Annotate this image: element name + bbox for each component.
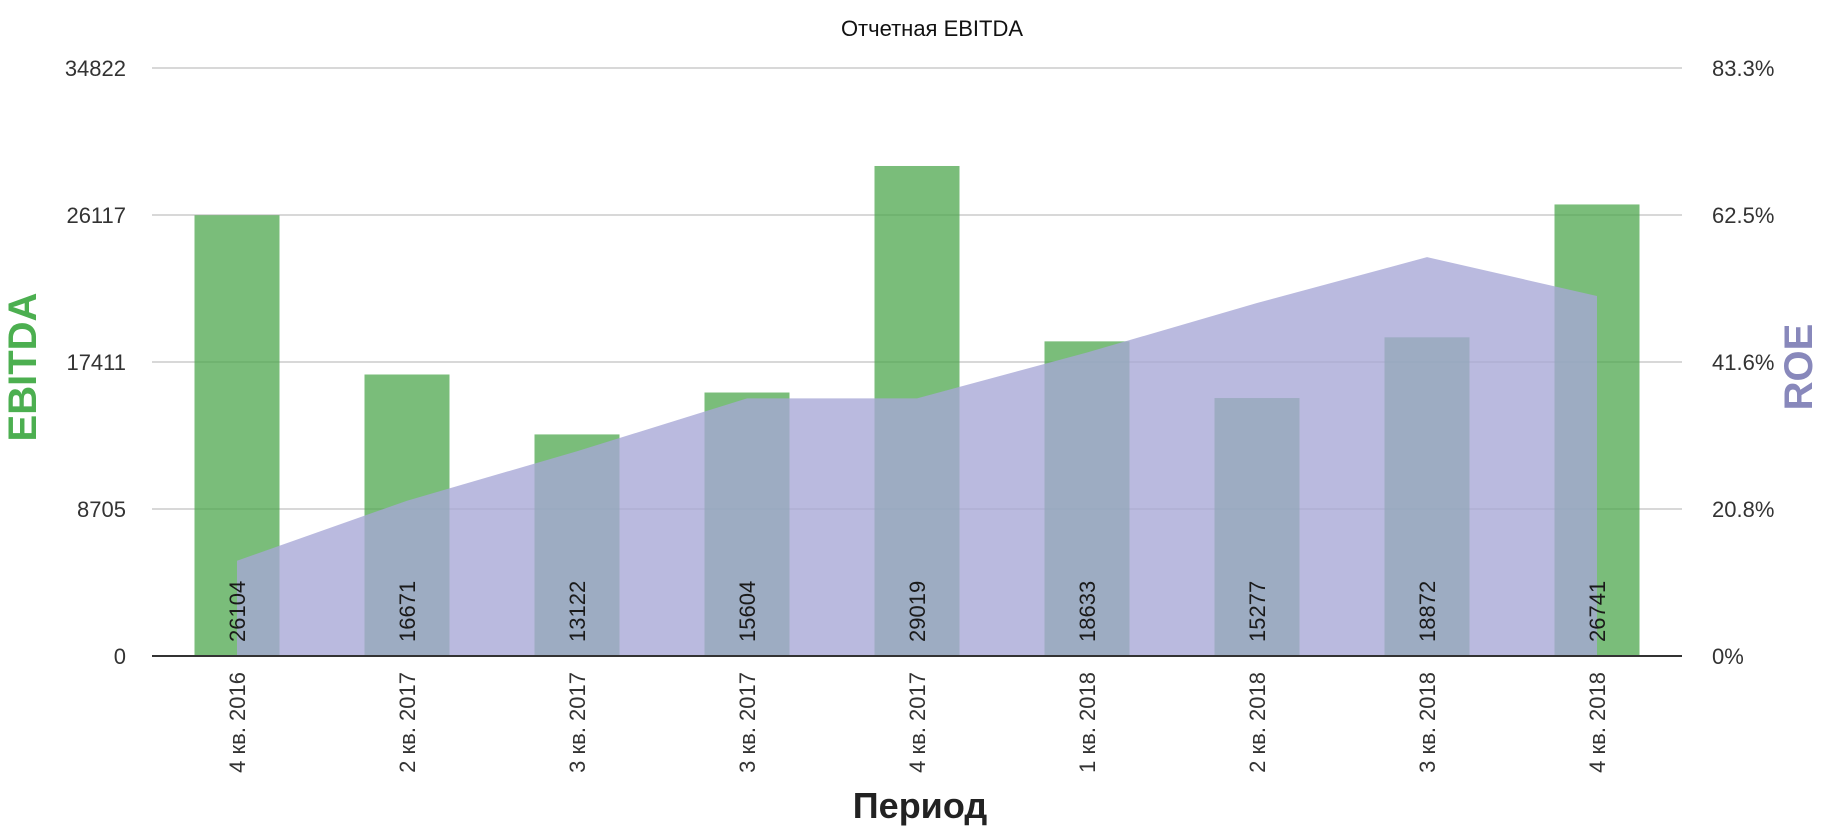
- data-label: 15604: [735, 581, 760, 642]
- data-label: 26741: [1585, 581, 1610, 642]
- tick-labels: 0 0% 8705 20.8% 17411 41.6% 26117 62.5% 34822 83.…: [65, 56, 1775, 773]
- y-tick-label-left: 26117: [66, 203, 126, 228]
- data-label: 16671: [395, 581, 420, 642]
- data-label: 15277: [1245, 581, 1270, 642]
- x-tick-label: 3 кв. 2018: [1415, 672, 1440, 773]
- x-tick-label: 4 кв. 2017: [905, 672, 930, 773]
- data-label: 26104: [225, 581, 250, 642]
- x-tick-label: 2 кв. 2018: [1245, 672, 1270, 773]
- y-tick-label-right: 62.5%: [1712, 203, 1774, 228]
- y-axis-label-left: EBITDA: [1, 293, 45, 442]
- y-tick-label-left: 0: [114, 644, 126, 669]
- y-tick-label-right: 83.3%: [1712, 56, 1774, 81]
- data-labels: 26104 16671 13122 15604 29019 18633 15277 18872…: [225, 581, 1610, 642]
- data-label: 18872: [1415, 581, 1440, 642]
- x-tick-label: 4 кв. 2018: [1585, 672, 1610, 773]
- y-tick-label-left: 17411: [66, 350, 126, 375]
- roe-area-shape: [237, 257, 1597, 656]
- x-tick-label: 3 кв. 2017: [565, 672, 590, 773]
- y-tick-label-left: 8705: [77, 497, 126, 522]
- data-label: 29019: [905, 581, 930, 642]
- y-tick-label-right: 0%: [1712, 644, 1744, 669]
- data-label: 13122: [565, 581, 590, 642]
- x-tick-label: 3 кв. 2017: [735, 672, 760, 773]
- x-tick-label: 2 кв. 2017: [395, 672, 420, 773]
- y-tick-label-right: 20.8%: [1712, 497, 1774, 522]
- x-axis-label: Период: [853, 785, 988, 826]
- chart-title: Отчетная EBITDA: [841, 16, 1023, 41]
- data-label: 18633: [1075, 581, 1100, 642]
- y-axis-label-right: ROE: [1777, 324, 1821, 411]
- y-tick-label-right: 41.6%: [1712, 350, 1774, 375]
- y-tick-label-left: 34822: [65, 56, 126, 81]
- roe-area: [237, 257, 1597, 656]
- x-tick-label: 4 кв. 2016: [225, 672, 250, 773]
- x-tick-label: 1 кв. 2018: [1075, 672, 1100, 773]
